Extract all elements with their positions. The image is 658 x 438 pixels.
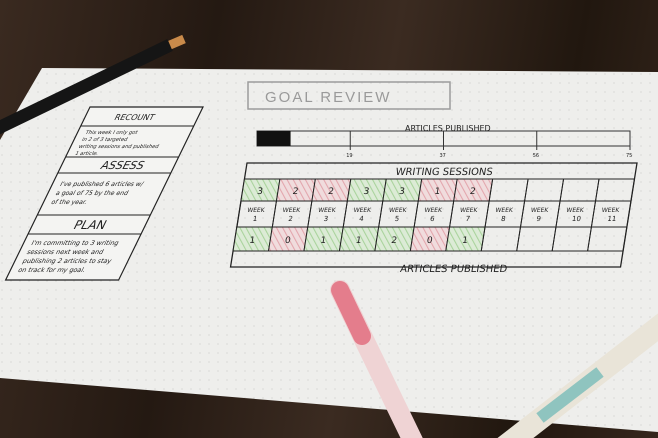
articles-value: 1 (355, 236, 362, 246)
writing-session-value: 1 (434, 187, 441, 197)
week-word: WEEK (424, 207, 444, 214)
week-word: WEEK (601, 207, 621, 214)
week-number: 1 (252, 214, 258, 223)
articles-value: 0 (426, 236, 434, 246)
plan-text-line: sessions next week and (25, 248, 105, 256)
articles-value: 0 (284, 236, 292, 246)
plan-text-line: I'm committing to 3 writing (30, 239, 121, 247)
goal-title: GOAL REVIEW (265, 89, 391, 106)
assess-text-line: of the year. (50, 198, 89, 206)
week-number: 5 (394, 214, 400, 223)
writing-session-value: 2 (469, 187, 476, 197)
writing-session-value: 3 (256, 187, 264, 197)
pink-marker (330, 280, 423, 438)
recount-text-line: in 2 of 3 targeted (80, 137, 128, 143)
writing-sessions-label: WRITING SESSIONS (395, 167, 494, 178)
goal-title-box: GOAL REVIEW (247, 81, 451, 110)
recount-heading: RECOUNT (113, 112, 158, 121)
assess-text-line: I've published 6 articles w/ (59, 180, 146, 188)
white-pen (497, 313, 658, 438)
articles-published-label: ARTICLES PUBLISHED (399, 264, 508, 275)
week-number: 4 (359, 214, 365, 223)
progress-tick-label: 19 (346, 153, 352, 159)
reflection-panel: RECOUNT ASSESS PLAN This week I only got… (4, 106, 204, 281)
progress-tick-label: 37 (440, 153, 446, 159)
tracking-table: WRITING SESSIONS 3WEEK112WEEK202WEEK313W… (229, 162, 638, 275)
progress-tick-label: 56 (533, 153, 539, 159)
plan-heading: PLAN (71, 218, 109, 232)
week-number: 2 (288, 214, 294, 223)
writing-session-value: 3 (398, 187, 406, 197)
assess-text-line: a goal of 75 by the end (54, 189, 130, 197)
week-word: WEEK (459, 207, 479, 214)
week-word: WEEK (282, 207, 302, 214)
articles-value: 1 (319, 236, 326, 246)
progress-tick-label: 75 (626, 153, 632, 159)
week-word: WEEK (495, 207, 515, 214)
writing-session-value: 3 (363, 187, 371, 197)
week-number: 10 (571, 214, 581, 223)
progress-fill (257, 131, 291, 146)
progress-bar: ARTICLES PUBLISHED 19 37 56 75 (256, 124, 632, 159)
week-word: WEEK (247, 207, 267, 214)
week-number: 9 (536, 214, 542, 223)
week-number: 3 (323, 214, 329, 223)
week-number: 11 (607, 214, 617, 223)
week-word: WEEK (566, 207, 586, 214)
progress-label: ARTICLES PUBLISHED (405, 124, 491, 133)
articles-value: 1 (461, 236, 468, 246)
week-word: WEEK (353, 207, 373, 214)
articles-value: 1 (249, 236, 256, 246)
week-number: 6 (429, 214, 435, 223)
assess-heading: ASSESS (98, 159, 147, 172)
week-word: WEEK (388, 207, 408, 214)
recount-text-line: writing sessions and published (77, 144, 160, 150)
week-number: 7 (465, 214, 471, 223)
articles-cell (587, 226, 628, 252)
writing-session-value: 2 (327, 187, 334, 197)
black-pencil (0, 34, 186, 135)
writing-session-value: 2 (292, 187, 299, 197)
week-word: WEEK (318, 207, 338, 214)
week-word: WEEK (530, 207, 550, 214)
week-number: 8 (500, 214, 506, 223)
recount-text-line: 1 article. (74, 151, 100, 157)
articles-value: 2 (390, 236, 397, 246)
recount-text-line: This week I only got (83, 130, 139, 136)
plan-text-line: publishing 2 articles to stay (21, 257, 113, 265)
plan-text-line: on track for my goal. (17, 266, 87, 274)
